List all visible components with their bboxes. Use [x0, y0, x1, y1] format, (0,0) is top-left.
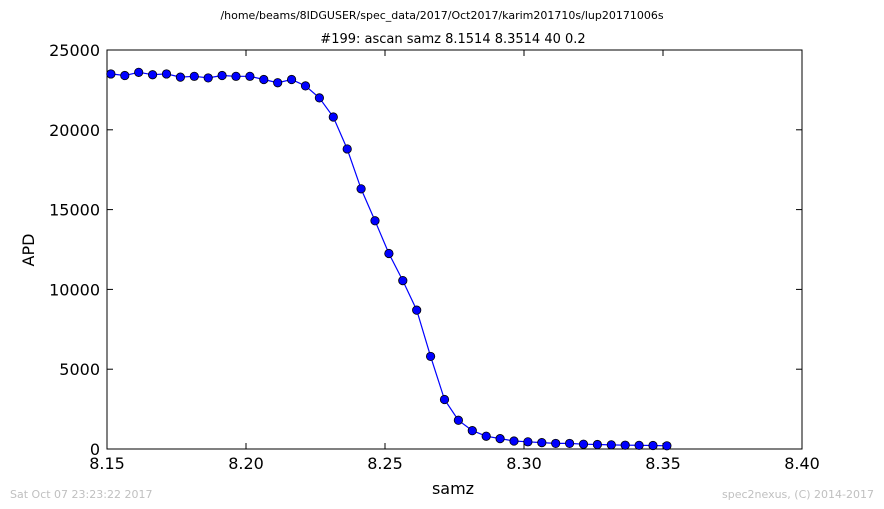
y-axis-label: APD: [19, 234, 38, 267]
plot-frame: [106, 49, 803, 450]
data-point: [523, 437, 533, 447]
y-tick-label: 20000: [49, 121, 100, 140]
data-point: [495, 434, 505, 444]
data-point: [134, 67, 144, 77]
data-point: [481, 431, 491, 441]
x-tick-label: 8.40: [784, 454, 820, 473]
data-point: [439, 394, 450, 405]
data-point: [314, 93, 324, 103]
x-tick-label: 8.15: [89, 454, 125, 473]
data-point: [370, 216, 380, 226]
data-point: [245, 71, 255, 81]
data-point: [537, 438, 547, 448]
data-point: [217, 70, 227, 81]
data-point: [648, 440, 658, 451]
data-point: [120, 70, 130, 81]
data-point: [398, 276, 408, 286]
data-point: [106, 69, 116, 79]
x-tick-label: 8.20: [228, 454, 264, 473]
y-tick-label: 25000: [49, 41, 100, 60]
data-point: [662, 441, 672, 451]
data-point: [634, 440, 644, 450]
data-point: [509, 436, 519, 446]
plot-area: 8.15 8.20 8.25 8.30 8.35 8.40 0 5000 10000 15000 2…: [49, 41, 820, 473]
data-point: [620, 440, 630, 450]
data-point: [161, 69, 172, 79]
data-point: [412, 305, 422, 315]
data-point: [273, 78, 283, 88]
x-axis-label: samz: [432, 479, 474, 498]
data-point: [203, 73, 213, 83]
data-point: [300, 81, 311, 91]
chart-title: #199: ascan samz 8.1514 8.3514 40 0.2: [320, 32, 585, 47]
data-point: [592, 439, 602, 450]
data-point: [453, 415, 463, 425]
data-point: [578, 439, 589, 449]
y-tick-label: 15000: [49, 201, 100, 220]
series-line: [110, 71, 667, 447]
data-point: [259, 74, 269, 85]
figure-supertitle: /home/beams/8IDGUSER/spec_data/2017/Oct2…: [220, 9, 664, 22]
x-tick-label: 8.30: [506, 454, 542, 473]
x-tick-label: 8.35: [645, 454, 681, 473]
credit-label: spec2nexus, (C) 2014-2017: [722, 488, 874, 501]
data-point: [467, 426, 477, 436]
x-tick-label: 8.25: [367, 454, 403, 473]
data-point: [564, 438, 575, 449]
data-point: [175, 72, 185, 82]
data-point: [425, 351, 436, 362]
data-point: [606, 440, 616, 450]
data-point: [328, 112, 338, 122]
y-tick-label: 0: [90, 440, 100, 459]
timestamp-label: Sat Oct 07 23:23:22 2017: [10, 488, 153, 501]
data-point: [189, 71, 199, 81]
data-point: [384, 248, 394, 259]
y-tick-label: 10000: [49, 280, 100, 299]
data-point: [356, 184, 366, 194]
data-point: [342, 144, 352, 154]
data-point: [147, 70, 158, 80]
y-tick-label: 5000: [59, 360, 100, 379]
data-point: [231, 71, 241, 81]
data-point: [551, 438, 561, 449]
data-point: [286, 74, 297, 85]
